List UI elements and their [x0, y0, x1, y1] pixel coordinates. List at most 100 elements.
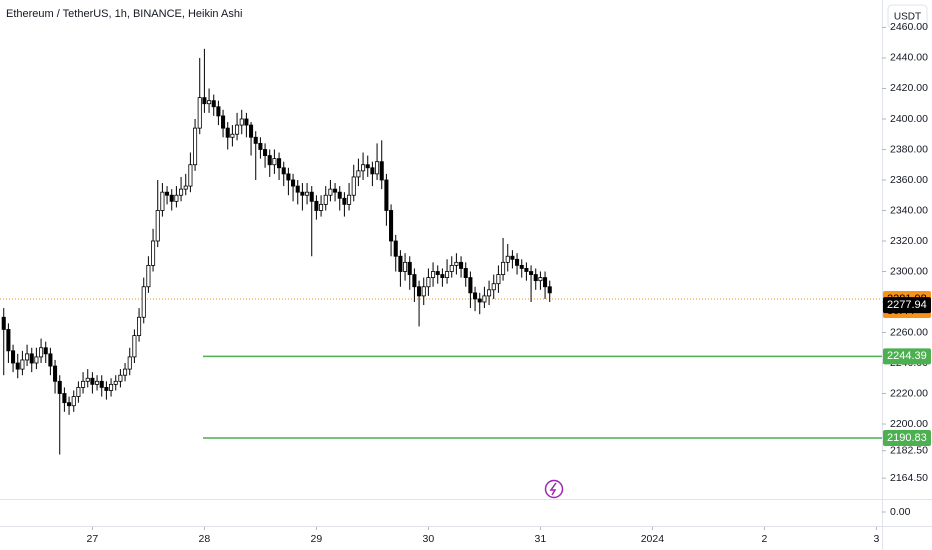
y-tick-label: 2400.00 — [890, 113, 928, 125]
candle-body — [109, 383, 114, 391]
candle-body — [118, 374, 123, 382]
candle-body — [459, 261, 464, 269]
candle-body — [533, 274, 538, 282]
candle-body — [15, 362, 20, 370]
candle-body — [132, 335, 137, 358]
candle-body — [356, 170, 361, 178]
candle-body — [6, 329, 11, 352]
candle-body — [62, 393, 67, 404]
replay-icon[interactable] — [544, 479, 564, 499]
candle-body — [221, 115, 226, 129]
candle-body — [300, 191, 305, 196]
candle-body — [1, 316, 6, 330]
candle-body — [53, 365, 58, 382]
chart-title: Ethereum / TetherUS, 1h, BINANCE, Heikin… — [6, 8, 242, 20]
candle-body — [398, 255, 403, 272]
candle-body — [183, 185, 188, 190]
candle-body — [244, 118, 249, 126]
icon-bolt[interactable] — [549, 482, 557, 496]
candle-body — [202, 97, 207, 105]
candle-body — [543, 277, 548, 288]
candle-body — [407, 261, 412, 275]
x-tick-label: 27 — [87, 533, 99, 545]
candle-body — [188, 164, 193, 187]
candle-body — [295, 185, 300, 193]
candle-body — [412, 274, 417, 288]
candle-body — [267, 155, 272, 166]
candle-body — [365, 164, 370, 169]
candle-body — [263, 149, 268, 156]
candle-body — [230, 133, 235, 138]
x-tick-label: 2 — [761, 533, 767, 545]
candle-body — [197, 97, 202, 129]
candle-body — [146, 264, 151, 288]
candle-body — [393, 240, 398, 257]
candle-body — [141, 286, 146, 318]
y-tick-label: 2320.00 — [890, 235, 928, 247]
price-badge — [883, 348, 931, 365]
candle-body — [305, 191, 310, 196]
candle-body — [515, 258, 520, 266]
y-tick-label: 2360.00 — [890, 174, 928, 186]
candle-body — [76, 387, 81, 397]
candle-body — [337, 191, 342, 199]
candle-body — [445, 271, 450, 278]
candle-body — [71, 396, 76, 407]
candle-body — [389, 210, 394, 242]
candle-body — [67, 402, 72, 407]
candle-body — [253, 136, 258, 144]
candle-body — [193, 127, 198, 166]
candle-body — [291, 179, 296, 187]
candle-body — [169, 194, 174, 202]
candle-body — [34, 356, 39, 364]
currency-button[interactable] — [887, 4, 928, 29]
x-tick-label: 29 — [311, 533, 323, 545]
candle-body — [449, 264, 454, 272]
y-tick-label: 2440.00 — [890, 52, 928, 64]
candle-body — [361, 164, 366, 172]
candle-body — [225, 127, 230, 138]
x-tick-label: 30 — [423, 533, 435, 545]
candle-body — [151, 240, 156, 266]
candle-body — [323, 194, 328, 205]
y-tick-label: 2300.00 — [890, 265, 928, 277]
candle-body — [505, 255, 510, 263]
lower-pane-tick-label: 0.00 — [890, 506, 911, 518]
price-badge — [883, 297, 931, 314]
candle-body — [529, 271, 534, 275]
candle-body — [519, 264, 524, 269]
candle-body — [85, 377, 90, 382]
currency-label[interactable]: USDT — [894, 12, 921, 23]
candle-body — [510, 255, 515, 260]
candle-body — [333, 188, 338, 193]
y-tick-label: 2164.50 — [890, 472, 928, 484]
candle-body — [235, 124, 240, 135]
y-tick-label: 2460.00 — [890, 21, 928, 33]
x-tick-label: 3 — [873, 533, 879, 545]
candle-body — [524, 268, 529, 272]
y-tick-label: 2340.00 — [890, 204, 928, 216]
y-tick-label: 2260.00 — [890, 326, 928, 338]
price-badge-label: 2190.83 — [887, 432, 927, 444]
y-tick-label: 2182.50 — [890, 444, 928, 456]
x-tick-label: 28 — [199, 533, 211, 545]
candle-body — [417, 286, 422, 297]
candles — [1, 48, 552, 455]
candle-body — [179, 188, 184, 196]
candle-body — [487, 289, 492, 297]
candle-body — [435, 271, 440, 275]
candle-body — [155, 210, 160, 242]
candle-body — [426, 277, 431, 288]
candle-body — [547, 286, 552, 294]
candle-body — [454, 261, 459, 266]
candle-body — [239, 118, 244, 126]
candle-body — [501, 261, 506, 275]
y-tick-label: 2200.00 — [890, 418, 928, 430]
candle-body — [342, 197, 347, 205]
icon-circle[interactable] — [544, 479, 564, 499]
candle-body — [463, 268, 468, 278]
candle-body — [211, 100, 216, 108]
candle-body — [384, 179, 389, 211]
candle-body — [375, 161, 380, 175]
